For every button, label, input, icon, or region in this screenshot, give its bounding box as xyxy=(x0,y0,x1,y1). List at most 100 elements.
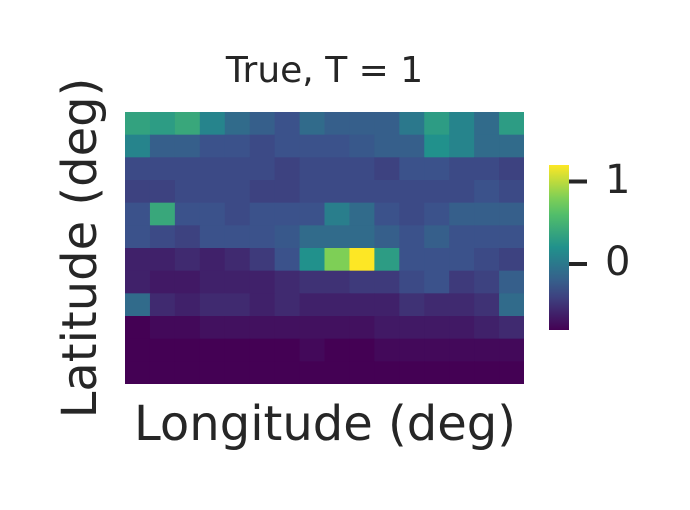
heatmap-cell xyxy=(299,270,326,294)
heatmap-cell xyxy=(274,134,301,158)
heatmap-cell xyxy=(224,112,251,136)
heatmap-cell xyxy=(474,134,500,158)
heatmap-cell xyxy=(349,270,375,294)
heatmap-cell xyxy=(374,180,400,204)
heatmap-cell xyxy=(424,316,450,340)
heatmap-cell xyxy=(274,248,301,272)
heatmap-cell xyxy=(274,157,301,181)
heatmap-cell xyxy=(324,180,351,204)
heatmap-cell xyxy=(249,248,276,272)
heatmap-cell xyxy=(174,248,201,272)
heatmap-cell xyxy=(499,202,524,226)
heatmap-cell xyxy=(324,134,351,158)
heatmap-cell xyxy=(474,225,500,249)
heatmap-cell xyxy=(449,134,475,158)
heatmap-cell xyxy=(199,361,226,384)
colorbar-gradient xyxy=(549,165,569,330)
heatmap-cell xyxy=(449,338,475,362)
heatmap-cell xyxy=(324,157,351,181)
heatmap-cell xyxy=(424,293,450,317)
heatmap-cell xyxy=(449,316,475,340)
heatmap-cell xyxy=(324,361,351,384)
heatmap-cell xyxy=(299,157,326,181)
colorbar-tick-label: 1 xyxy=(605,156,631,203)
heatmap-cell xyxy=(374,316,400,340)
heatmap-cell xyxy=(174,134,201,158)
heatmap-cell xyxy=(199,225,226,249)
heatmap-cell xyxy=(249,270,276,294)
heatmap-cell xyxy=(125,134,151,158)
heatmap-cell xyxy=(449,270,475,294)
heatmap-cell xyxy=(149,180,176,204)
heatmap-cell xyxy=(299,338,326,362)
heatmap-cell xyxy=(399,225,425,249)
heatmap-cell xyxy=(474,180,500,204)
heatmap-cell xyxy=(149,248,176,272)
heatmap-cell xyxy=(199,202,226,226)
heatmap-cell xyxy=(499,338,524,362)
heatmap-cell xyxy=(224,293,251,317)
heatmap-cell xyxy=(374,338,400,362)
heatmap-cell xyxy=(224,248,251,272)
heatmap-cell xyxy=(249,316,276,340)
heatmap-cell xyxy=(499,112,524,136)
heatmap-cell xyxy=(399,270,425,294)
heatmap-cell xyxy=(125,361,151,384)
chart-title: True, T = 1 xyxy=(225,50,424,91)
heatmap-cell xyxy=(424,338,450,362)
heatmap-cell xyxy=(424,270,450,294)
heatmap-cell xyxy=(174,157,201,181)
heatmap-cell xyxy=(149,112,176,136)
heatmap-cell xyxy=(449,202,475,226)
heatmap-cell xyxy=(374,248,400,272)
heatmap-cell xyxy=(499,316,524,340)
heatmap-cell xyxy=(249,361,276,384)
heatmap-cell xyxy=(474,361,500,384)
heatmap-cell xyxy=(349,225,375,249)
heatmap-cell xyxy=(149,134,176,158)
heatmap-cell xyxy=(249,225,276,249)
heatmap-cell xyxy=(299,134,326,158)
heatmap-cell xyxy=(449,112,475,136)
heatmap-cell xyxy=(249,134,276,158)
heatmap-cell xyxy=(125,225,151,249)
heatmap-cell xyxy=(249,157,276,181)
heatmap-cell xyxy=(199,180,226,204)
heatmap-cell xyxy=(349,248,375,272)
heatmap-cell xyxy=(349,361,375,384)
heatmap-cell xyxy=(449,361,475,384)
heatmap-cell xyxy=(349,202,375,226)
heatmap-cell xyxy=(174,293,201,317)
heatmap-cell xyxy=(499,157,524,181)
heatmap-cell xyxy=(125,180,151,204)
heatmap-cell xyxy=(299,202,326,226)
heatmap-cell xyxy=(199,134,226,158)
heatmap-cell xyxy=(174,225,201,249)
heatmap-cell xyxy=(349,134,375,158)
heatmap-cell xyxy=(349,316,375,340)
heatmap-cell xyxy=(299,293,326,317)
heatmap-cell xyxy=(374,361,400,384)
heatmap-cell xyxy=(449,225,475,249)
heatmap-cell xyxy=(174,270,201,294)
heatmap-cell xyxy=(249,180,276,204)
heatmap-cell xyxy=(424,248,450,272)
heatmap-cell xyxy=(424,180,450,204)
heatmap-cell xyxy=(249,202,276,226)
heatmap-cell xyxy=(199,270,226,294)
heatmap-cell xyxy=(224,338,251,362)
heatmap-cell xyxy=(274,270,301,294)
heatmap-cell xyxy=(349,157,375,181)
heatmap-cell xyxy=(199,248,226,272)
heatmap-cell xyxy=(199,157,226,181)
heatmap-cell xyxy=(399,157,425,181)
heatmap-cell xyxy=(224,270,251,294)
heatmap-cell xyxy=(349,338,375,362)
heatmap-cell xyxy=(499,134,524,158)
x-axis-label: Longitude (deg) xyxy=(134,396,516,452)
heatmap-cell xyxy=(299,361,326,384)
heatmap-cell xyxy=(224,180,251,204)
heatmap-cell xyxy=(499,180,524,204)
heatmap-cell xyxy=(249,338,276,362)
heatmap-cell xyxy=(274,180,301,204)
